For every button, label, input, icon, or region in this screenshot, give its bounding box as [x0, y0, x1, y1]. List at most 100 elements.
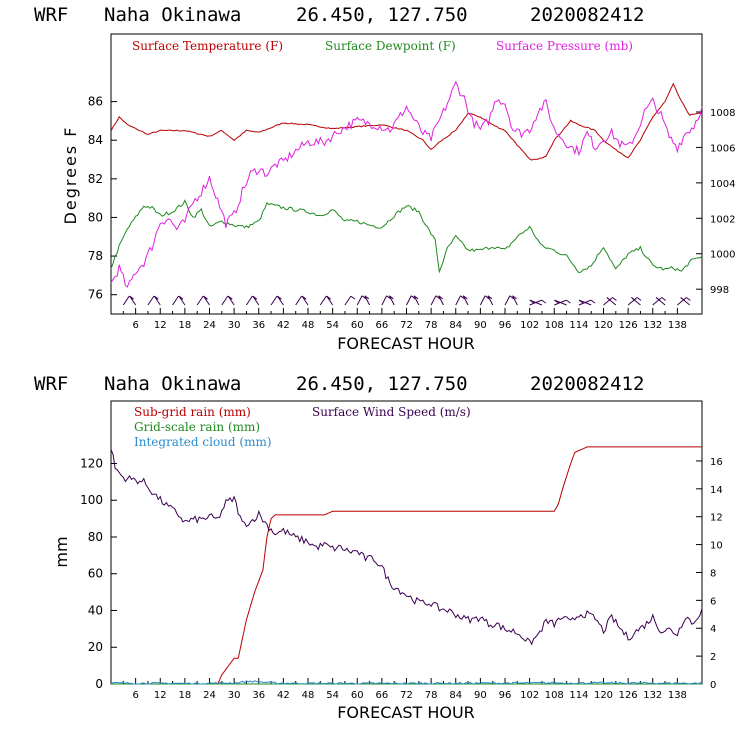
wind-barb: [479, 295, 486, 306]
x-tick-label: 108: [545, 690, 564, 701]
x-tick-label: 138: [668, 320, 687, 331]
wind-barb: [319, 295, 327, 306]
x-tick-label: 120: [594, 690, 613, 701]
y-left-tick-label: 20: [88, 640, 103, 654]
y-left-tick-label: 40: [88, 603, 103, 617]
wind-barb: [203, 295, 210, 306]
x-tick-label: 12: [154, 320, 167, 331]
x-tick-label: 30: [228, 690, 241, 701]
wind-barb-flag: [541, 299, 547, 304]
wind-barb-flag: [386, 295, 391, 300]
y-right-tick-label: 12: [710, 513, 723, 524]
panel2-x-axis-label: FORECAST HOUR: [337, 703, 475, 722]
panel2-y-axis-label: mm: [52, 536, 71, 567]
wind-barb: [221, 295, 229, 306]
y-right-tick-label: 8: [710, 568, 716, 579]
wind-barb-flag: [661, 297, 667, 301]
wind-barb: [430, 295, 437, 306]
wind-barb-flag: [435, 295, 441, 300]
wind-barb: [129, 295, 137, 306]
panel2-y-ticks-left: 0 20 40 60 80 100 120: [80, 456, 117, 691]
x-tick-label: 24: [203, 690, 216, 701]
x-tick-label: 72: [400, 690, 413, 701]
wind-barb-flag: [154, 295, 159, 300]
x-tick-label: 126: [619, 690, 638, 701]
wind-barb-flag: [364, 295, 370, 300]
panel1-x-ticks: 6 12 18 24 30 36 42 48 54 60 66 72 78 84 90 96 102 108 114…: [122, 308, 687, 331]
wind-barb: [406, 295, 412, 306]
legend-integrated-cloud: Integrated cloud (mm): [134, 435, 272, 449]
legend-subgrid-rain: Sub-grid rain (mm): [134, 405, 251, 419]
y-left-tick-label: 0: [95, 677, 103, 691]
wind-barb-flag: [389, 295, 394, 300]
x-tick-label: 60: [351, 690, 364, 701]
x-tick-label: 42: [277, 320, 290, 331]
series-line-integrated-cloud-mm: [110, 680, 703, 685]
y-left-tick-label: 78: [88, 249, 103, 263]
series-line-surface-temperature-f: [110, 82, 702, 161]
wind-barb-flag: [413, 295, 419, 300]
wind-barb-flag: [509, 295, 515, 300]
x-tick-label: 6: [132, 320, 138, 331]
wind-barb-flag: [680, 297, 685, 301]
panel2-coords: 26.450, 127.750: [296, 373, 468, 395]
y-left-tick-label: 82: [88, 172, 103, 186]
wind-barb: [356, 295, 363, 306]
series-line-surface-wind-speed-m-s: [110, 449, 703, 646]
panel1-plot-frame: [110, 33, 703, 315]
wind-barb-flag: [301, 295, 307, 300]
wind-barb: [627, 297, 638, 306]
panel1-location: Naha Okinawa: [104, 4, 241, 26]
y-left-tick-label: 60: [88, 567, 103, 581]
wind-barb: [153, 295, 161, 306]
x-tick-label: 132: [643, 690, 662, 701]
panel2-y-ticks-right: 0 2 4 6 8 10 12 14 16: [696, 457, 723, 691]
y-right-tick-label: 4: [710, 624, 716, 635]
x-tick-label: 36: [252, 690, 265, 701]
x-tick-label: 24: [203, 320, 216, 331]
legend-surface-temperature: Surface Temperature (F): [132, 39, 283, 53]
wind-barb: [462, 295, 469, 306]
y-left-tick-label: 100: [80, 493, 103, 507]
wind-barb-flag: [178, 295, 184, 300]
wind-barb-flag: [655, 297, 661, 301]
x-tick-label: 132: [643, 320, 662, 331]
x-tick-label: 78: [425, 320, 438, 331]
x-tick-label: 78: [425, 690, 438, 701]
x-tick-label: 72: [400, 320, 413, 331]
panel2-x-ticks: 6 12 18 24 30 36 42 48 54 60 66 72 78 84 90 96 102 108 114…: [122, 678, 687, 701]
wind-barb: [227, 295, 235, 306]
y-right-tick-label: 998: [710, 285, 729, 296]
wind-barb-flag: [484, 295, 490, 300]
panel1-y-ticks-left: 76 78 80 82 84 86: [88, 95, 117, 302]
wind-barb: [438, 295, 444, 306]
y-right-tick-label: 16: [710, 457, 723, 468]
wind-barb: [381, 295, 388, 306]
x-tick-label: 18: [179, 320, 192, 331]
wind-barb: [252, 295, 260, 306]
series-line-surface-dewpoint-f: [110, 199, 703, 274]
x-tick-label: 120: [594, 320, 613, 331]
x-tick-label: 84: [449, 690, 462, 701]
x-tick-label: 138: [668, 690, 687, 701]
wind-barb: [603, 297, 613, 306]
y-right-tick-label: 10: [710, 541, 723, 552]
x-tick-label: 36: [252, 320, 265, 331]
y-right-tick-label: 1002: [710, 214, 735, 225]
wind-barb: [246, 295, 253, 306]
x-tick-label: 90: [474, 320, 487, 331]
wind-barb-flag: [410, 295, 416, 300]
wind-barb: [652, 297, 663, 306]
wind-barb-flag: [487, 295, 493, 300]
y-left-tick-label: 76: [88, 288, 103, 302]
x-tick-label: 48: [302, 690, 315, 701]
legend-surface-pressure: Surface Pressure (mb): [496, 39, 633, 53]
y-right-tick-label: 0: [710, 680, 716, 691]
legend-surface-dewpoint: Surface Dewpoint (F): [325, 39, 456, 53]
wind-barb-flag: [636, 297, 642, 301]
panel2-series: [110, 446, 703, 685]
wind-barb: [512, 295, 518, 306]
wind-barb-flag: [554, 299, 559, 304]
x-tick-label: 84: [449, 320, 462, 331]
